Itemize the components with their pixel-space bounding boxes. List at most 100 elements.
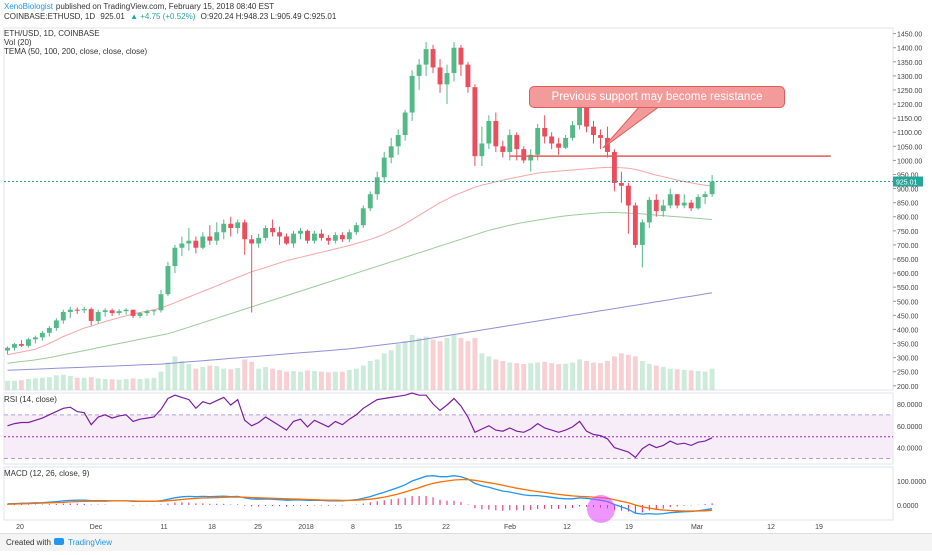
volume-bar [339, 371, 345, 390]
candle-body [53, 320, 59, 329]
volume-bar [95, 378, 101, 390]
volume-bar [312, 371, 317, 390]
volume-bar [367, 360, 373, 390]
volume-bar [32, 378, 38, 390]
volume-bar [200, 367, 206, 390]
volume-bar [598, 363, 603, 390]
annotation-callout[interactable]: Previous support may become resistance [529, 86, 785, 108]
volume-bar [549, 363, 555, 390]
footer-created: Created with [6, 538, 51, 547]
x-tick-label: 19 [815, 524, 823, 531]
volume-bar [542, 361, 548, 390]
volume-bar [416, 338, 422, 390]
volume-bar [249, 361, 255, 390]
author-link[interactable]: XenoBiologist [4, 2, 53, 11]
candle-body [388, 146, 394, 158]
footer: Created with TradingView [0, 533, 932, 551]
legend-macd: MACD (12, 26, close, 9) [4, 469, 90, 478]
candle-body [88, 309, 94, 321]
volume-bar [381, 353, 387, 390]
volume-bar [563, 363, 569, 390]
volume-bar [116, 379, 122, 390]
candle-body [332, 235, 338, 241]
candle-body [437, 67, 443, 85]
volume-bar [570, 362, 576, 390]
macd-tick-label: 0.0000 [897, 503, 919, 510]
candle-body [451, 47, 457, 74]
last-price-tag-label: 925.01 [896, 180, 918, 187]
candle-body [416, 64, 422, 76]
macd-tick-label: 100.0000 [897, 479, 926, 486]
volume-bar [444, 338, 450, 390]
candle-body [570, 125, 576, 138]
candle-body [298, 230, 303, 234]
candle-body [444, 73, 450, 85]
volume-bar [298, 371, 303, 390]
volume-bar [144, 378, 150, 390]
footer-brand[interactable]: TradingView [68, 538, 113, 547]
volume-bar [528, 363, 534, 390]
volume-bar [625, 354, 631, 390]
volume-bar [667, 368, 673, 390]
x-tick-label: 2018 [298, 524, 314, 531]
legend-rsi: RSI (14, close) [4, 395, 57, 404]
volume-bar [646, 364, 652, 390]
volume-bar [102, 379, 108, 390]
volume-bar [521, 364, 527, 390]
x-tick-label: 22 [442, 524, 450, 531]
volume-bar [535, 362, 541, 390]
candle-body [325, 237, 331, 241]
candle-body [151, 310, 157, 312]
volume-bar [158, 371, 164, 390]
volume-bar [472, 338, 478, 390]
candle-body [130, 309, 136, 316]
volume-bar [81, 377, 87, 390]
volume-bar [591, 362, 596, 390]
candle-body [618, 182, 624, 186]
price-tick-label: 1400.00 [897, 46, 922, 53]
candle-body [193, 240, 199, 248]
volume-bar [674, 369, 680, 390]
price-tick-label: 1450.00 [897, 32, 922, 39]
candle-body [116, 311, 122, 314]
volume-bar [653, 365, 659, 390]
candle-body [360, 208, 366, 226]
candle-body [46, 328, 52, 333]
volume-bar [242, 359, 248, 390]
x-tick-label: 12 [767, 524, 775, 531]
candle-body [291, 233, 296, 244]
rsi-line [7, 392, 713, 459]
price-tick-label: 650.00 [897, 257, 919, 264]
last-price-tag [893, 176, 923, 187]
price-tick-label: 1350.00 [897, 60, 922, 67]
volume-bar [284, 371, 289, 390]
volume-bar [123, 379, 129, 390]
candle-body [423, 49, 429, 65]
volume-bar [639, 360, 645, 390]
x-tick-label: 25 [254, 524, 262, 531]
rsi-tick-label: 40.0000 [897, 446, 922, 453]
volume-bar [5, 380, 10, 390]
x-tick-label: 19 [625, 524, 633, 531]
price-tick-label: 750.00 [897, 229, 919, 236]
price-tick-label: 1100.00 [897, 130, 922, 137]
volume-bar [458, 338, 464, 390]
volume-bar [493, 359, 499, 390]
volume-bar [172, 356, 178, 390]
price-tick-label: 1150.00 [897, 116, 922, 123]
candle-body [346, 232, 352, 240]
volume-bar [151, 377, 157, 390]
volume-bar [584, 360, 589, 390]
volume-bar [688, 370, 694, 390]
volume-bar [388, 350, 394, 390]
x-tick-label: 12 [563, 524, 571, 531]
candle-body [660, 205, 666, 212]
volume-bar [681, 369, 687, 390]
volume-bar [486, 356, 492, 390]
volume-bar [25, 379, 31, 390]
volume-bar [228, 369, 234, 390]
volume-bar [270, 368, 276, 390]
volume-bar [660, 367, 666, 390]
candle-body [542, 128, 548, 137]
volume-bar [74, 377, 80, 390]
